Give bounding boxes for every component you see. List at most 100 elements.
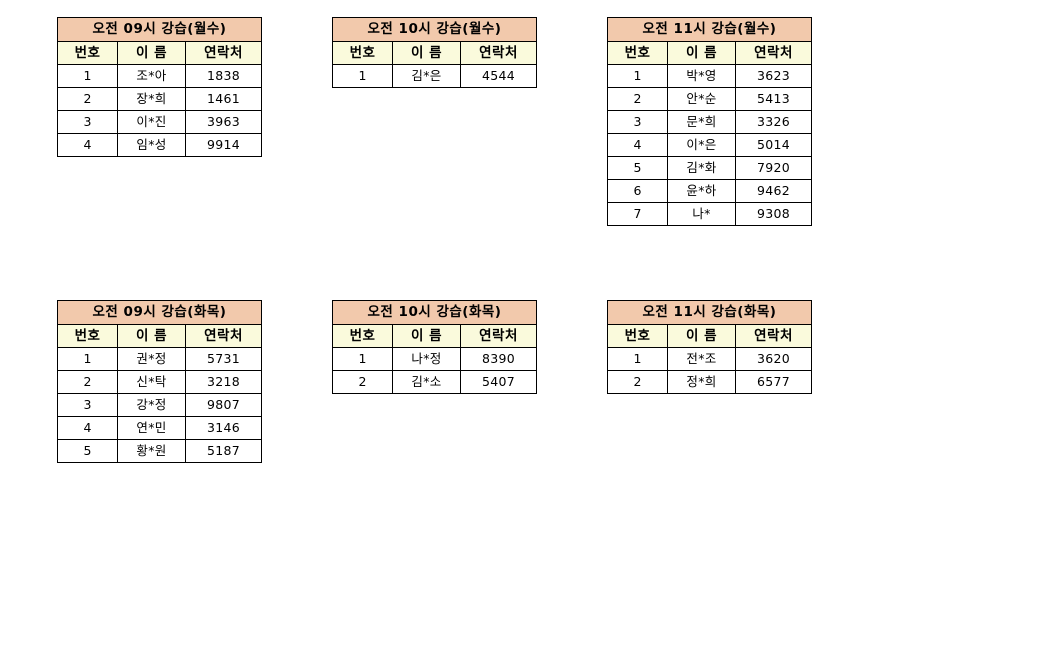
cell-no: 1	[332, 347, 393, 371]
cell-no: 3	[57, 110, 118, 134]
column-header-phone: 연락처	[460, 41, 537, 65]
cell-phone: 5413	[735, 87, 812, 111]
cell-phone: 3623	[735, 64, 812, 88]
column-header-no: 번호	[332, 324, 393, 348]
cell-name: 나*	[667, 202, 736, 226]
cell-phone: 5731	[185, 347, 262, 371]
table-row: 1 조*아 1838	[57, 64, 262, 88]
cell-no: 2	[332, 370, 393, 394]
table-row: 2 김*소 5407	[332, 370, 537, 394]
cell-phone: 3620	[735, 347, 812, 371]
table-row: 1 나*정 8390	[332, 347, 537, 371]
roster-table-am11-monwed: 오전 11시 강습(월수) 번호 이 름 연락처 1 박*영 3623 2 안*순 5413 3 문*…	[607, 17, 812, 226]
cell-no: 6	[607, 179, 668, 203]
cell-name: 박*영	[667, 64, 736, 88]
cell-no: 7	[607, 202, 668, 226]
column-header-no: 번호	[607, 41, 668, 65]
table-title-row: 오전 11시 강습(월수)	[607, 17, 812, 42]
table-row: 7 나* 9308	[607, 202, 812, 226]
cell-name: 윤*하	[667, 179, 736, 203]
table-header-row: 번호 이 름 연락처	[332, 41, 537, 65]
table-row: 2 신*탁 3218	[57, 370, 262, 394]
column-header-no: 번호	[332, 41, 393, 65]
cell-name: 장*희	[117, 87, 186, 111]
table-title-row: 오전 10시 강습(월수)	[332, 17, 537, 42]
column-header-phone: 연락처	[185, 41, 262, 65]
table-title: 오전 09시 강습(월수)	[57, 17, 262, 42]
cell-no: 1	[607, 64, 668, 88]
cell-name: 전*조	[667, 347, 736, 371]
table-header-row: 번호 이 름 연락처	[607, 41, 812, 65]
cell-phone: 7920	[735, 156, 812, 180]
cell-no: 1	[607, 347, 668, 371]
column-header-name: 이 름	[392, 41, 461, 65]
table-row: 4 연*민 3146	[57, 416, 262, 440]
roster-table-am09-monwed: 오전 09시 강습(월수) 번호 이 름 연락처 1 조*아 1838 2 장*희 1461 3 이*…	[57, 17, 262, 157]
cell-no: 4	[57, 416, 118, 440]
column-header-name: 이 름	[667, 41, 736, 65]
column-header-name: 이 름	[117, 324, 186, 348]
cell-phone: 6577	[735, 370, 812, 394]
column-header-name: 이 름	[117, 41, 186, 65]
cell-name: 황*원	[117, 439, 186, 463]
table-row: 4 이*은 5014	[607, 133, 812, 157]
roster-table-am11-tuethu: 오전 11시 강습(화목) 번호 이 름 연락처 1 전*조 3620 2 정*희 6577	[607, 300, 812, 394]
cell-phone: 5407	[460, 370, 537, 394]
cell-phone: 8390	[460, 347, 537, 371]
cell-name: 조*아	[117, 64, 186, 88]
table-header-row: 번호 이 름 연락처	[332, 324, 537, 348]
cell-name: 나*정	[392, 347, 461, 371]
table-title-row: 오전 09시 강습(월수)	[57, 17, 262, 42]
roster-table-am09-tuethu: 오전 09시 강습(화목) 번호 이 름 연락처 1 권*정 5731 2 신*탁 3218 3 강*…	[57, 300, 262, 463]
table-row: 2 정*희 6577	[607, 370, 812, 394]
cell-name: 신*탁	[117, 370, 186, 394]
cell-phone: 1461	[185, 87, 262, 111]
cell-no: 2	[607, 370, 668, 394]
cell-phone: 9462	[735, 179, 812, 203]
column-header-phone: 연락처	[735, 324, 812, 348]
cell-phone: 9807	[185, 393, 262, 417]
cell-name: 김*화	[667, 156, 736, 180]
cell-no: 3	[57, 393, 118, 417]
table-row: 2 안*순 5413	[607, 87, 812, 111]
table-row: 1 김*은 4544	[332, 64, 537, 88]
cell-name: 권*정	[117, 347, 186, 371]
table-title: 오전 11시 강습(월수)	[607, 17, 812, 42]
cell-phone: 5187	[185, 439, 262, 463]
cell-phone: 3146	[185, 416, 262, 440]
cell-no: 2	[57, 370, 118, 394]
cell-phone: 3218	[185, 370, 262, 394]
roster-table-am10-tuethu: 오전 10시 강습(화목) 번호 이 름 연락처 1 나*정 8390 2 김*소 5407	[332, 300, 537, 394]
column-header-name: 이 름	[392, 324, 461, 348]
cell-phone: 9308	[735, 202, 812, 226]
cell-name: 이*진	[117, 110, 186, 134]
roster-table-am10-monwed: 오전 10시 강습(월수) 번호 이 름 연락처 1 김*은 4544	[332, 17, 537, 88]
cell-phone: 1838	[185, 64, 262, 88]
table-header-row: 번호 이 름 연락처	[607, 324, 812, 348]
table-title: 오전 10시 강습(월수)	[332, 17, 537, 42]
cell-no: 4	[607, 133, 668, 157]
table-row: 3 강*정 9807	[57, 393, 262, 417]
column-header-no: 번호	[607, 324, 668, 348]
table-row: 4 임*성 9914	[57, 133, 262, 157]
cell-no: 1	[332, 64, 393, 88]
cell-phone: 4544	[460, 64, 537, 88]
table-title-row: 오전 10시 강습(화목)	[332, 300, 537, 325]
column-header-no: 번호	[57, 41, 118, 65]
column-header-phone: 연락처	[185, 324, 262, 348]
cell-no: 5	[57, 439, 118, 463]
table-title: 오전 09시 강습(화목)	[57, 300, 262, 325]
column-header-phone: 연락처	[735, 41, 812, 65]
column-header-no: 번호	[57, 324, 118, 348]
table-title: 오전 10시 강습(화목)	[332, 300, 537, 325]
cell-no: 1	[57, 347, 118, 371]
table-row: 3 문*희 3326	[607, 110, 812, 134]
cell-no: 2	[607, 87, 668, 111]
cell-name: 문*희	[667, 110, 736, 134]
cell-phone: 9914	[185, 133, 262, 157]
cell-name: 정*희	[667, 370, 736, 394]
table-title-row: 오전 09시 강습(화목)	[57, 300, 262, 325]
cell-name: 임*성	[117, 133, 186, 157]
table-row: 6 윤*하 9462	[607, 179, 812, 203]
